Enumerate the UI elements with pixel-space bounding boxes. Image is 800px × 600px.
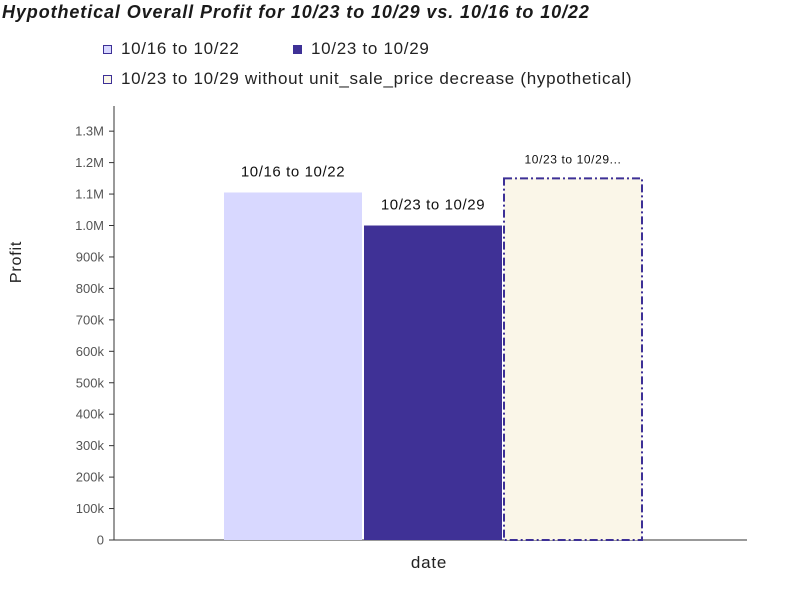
legend-label-hypothetical: 10/23 to 10/29 without unit_sale_price d… (121, 69, 633, 88)
y-tick-label: 400k (76, 407, 105, 422)
legend-label-1016-1022: 10/16 to 10/22 (121, 39, 240, 58)
bar[interactable] (224, 192, 362, 540)
y-tick-label: 1.3M (75, 124, 104, 139)
y-tick-label: 1.1M (75, 187, 104, 202)
x-axis-label: date (411, 553, 447, 572)
bar[interactable] (503, 177, 643, 541)
y-tick-label: 900k (76, 249, 105, 264)
y-tick-label: 500k (76, 375, 105, 390)
legend-swatch-hypothetical (103, 74, 112, 84)
bar-data-label: 10/23 to 10/29... (525, 152, 622, 166)
y-tick-label: 800k (76, 281, 105, 296)
y-axis-label: Profit (8, 241, 25, 283)
y-tick-label: 1.2M (75, 155, 104, 170)
y-tick-label: 100k (76, 501, 105, 516)
legend-swatch-1023-1029 (293, 44, 302, 54)
y-axis-ticks: 0 100k 200k 300k 400k 500k 600k 700k 800k 900k 1.0… (75, 124, 114, 548)
bars-group (224, 177, 643, 541)
legend-swatch-1016-1022 (103, 44, 112, 54)
bar-data-label: 10/16 to 10/22 (241, 163, 345, 180)
bar-labels-group: 10/16 to 10/22 10/23 to 10/29 10/23 to 10/… (241, 152, 622, 214)
y-tick-label: 200k (76, 470, 105, 485)
bar[interactable] (364, 225, 502, 540)
y-tick-label: 600k (76, 344, 105, 359)
legend-item-1016-1022[interactable]: 10/16 to 10/22 (103, 39, 240, 59)
bar-data-label: 10/23 to 10/29 (381, 197, 485, 214)
y-tick-label: 700k (76, 312, 105, 327)
y-tick-label: 1.0M (75, 218, 104, 233)
y-tick-label: 0 (97, 533, 104, 548)
y-tick-label: 300k (76, 438, 105, 453)
legend-label-1023-1029: 10/23 to 10/29 (311, 39, 430, 58)
chart-title: Hypothetical Overall Profit for 10/23 to… (2, 2, 590, 22)
legend-item-1023-1029[interactable]: 10/23 to 10/29 (293, 39, 430, 59)
legend-item-hypothetical[interactable]: 10/23 to 10/29 without unit_sale_price d… (103, 69, 632, 89)
